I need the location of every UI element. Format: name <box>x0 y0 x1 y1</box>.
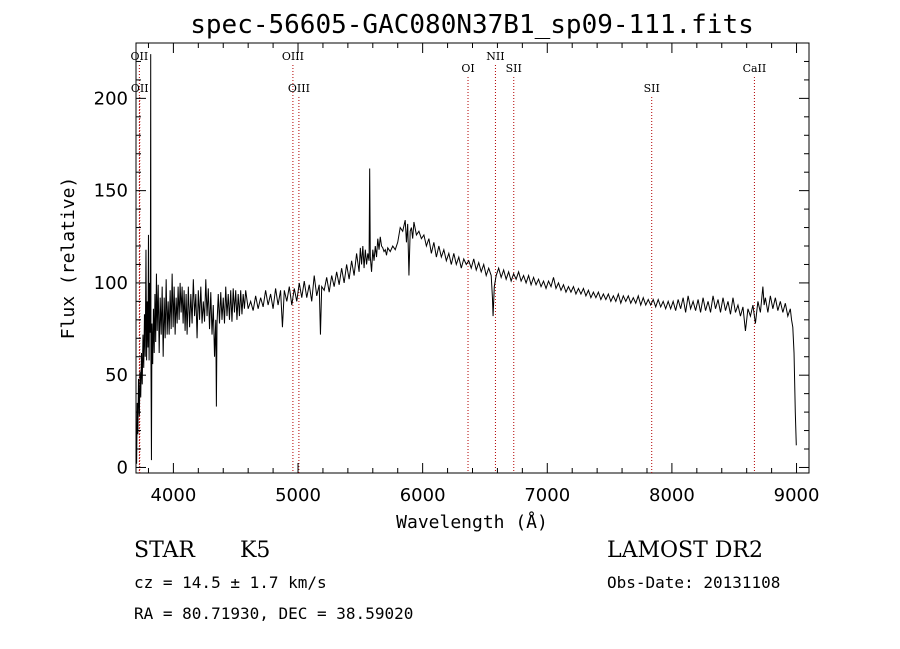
spectral-line-label: OII <box>131 82 149 95</box>
spectral-line-label: OIII <box>288 82 310 95</box>
y-tick-label: 150 <box>94 181 128 202</box>
spectral-line-label: OIII <box>282 50 304 63</box>
spectral-line-label: SII <box>644 82 660 95</box>
spectral-line-label: NII <box>486 50 504 63</box>
coordinates-line: RA = 80.71930, DEC = 38.59020 <box>134 604 413 623</box>
spectral-line-label: CaII <box>743 62 767 75</box>
spectral-line-label: OII <box>131 50 149 63</box>
spectrum-series-layer <box>136 54 797 464</box>
x-tick-label: 8000 <box>649 485 695 506</box>
spectrum-line <box>136 54 797 464</box>
x-tick-label: 4000 <box>150 485 196 506</box>
spectral-line-label: OI <box>461 62 474 75</box>
observation-date: Obs-Date: 20131108 <box>607 573 780 592</box>
object-type: STAR <box>134 538 196 563</box>
x-tick-label: 7000 <box>524 485 570 506</box>
x-axis-label: Wavelength (Å) <box>396 511 548 533</box>
chart-title: spec-56605-GAC080N37B1_sp09-111.fits <box>190 10 754 40</box>
spectral-subclass: K5 <box>240 538 270 563</box>
y-tick-label: 100 <box>94 273 128 294</box>
survey-label: LAMOST DR2 <box>607 538 763 563</box>
x-tick-label: 5000 <box>275 485 321 506</box>
axis-ticks-layer: 4000 5000 6000 7000 8000 9000 0 50 100 150 200 <box>94 43 820 506</box>
plot-frame <box>135 42 810 474</box>
x-tick-label: 6000 <box>400 485 446 506</box>
y-tick-label: 200 <box>94 88 128 109</box>
y-tick-label: 0 <box>117 457 128 478</box>
x-tick-label: 9000 <box>774 485 820 506</box>
y-tick-label: 50 <box>105 365 128 386</box>
redshift-line: cz = 14.5 ± 1.7 km/s <box>134 573 327 592</box>
spectral-line-label: SII <box>506 62 522 75</box>
y-axis-label: Flux (relative) <box>58 177 79 340</box>
